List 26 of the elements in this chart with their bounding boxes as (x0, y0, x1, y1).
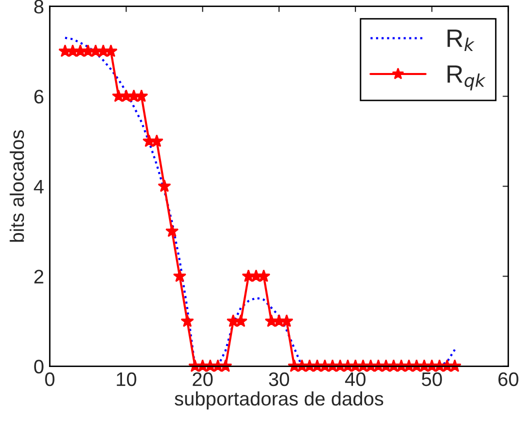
x-tick-label: 40 (345, 372, 366, 386)
y-tick-label: 8 (34, 0, 44, 14)
point (257, 269, 270, 282)
y-tick-label: 0 (34, 360, 44, 374)
x-tick-label: 30 (268, 372, 290, 386)
point (165, 224, 179, 238)
point (173, 269, 186, 282)
point (234, 314, 248, 328)
point (158, 179, 172, 192)
y-axis-title: bits alocados (10, 130, 24, 242)
x-tick-label: 20 (192, 372, 213, 386)
point (280, 314, 294, 328)
point (104, 44, 118, 58)
point (180, 314, 194, 328)
x-tick-label: 50 (422, 372, 442, 386)
x-tick-label: 60 (498, 372, 518, 386)
point (150, 134, 164, 148)
x-tick-label: 0 (45, 372, 54, 386)
point (134, 89, 148, 102)
y-tick-label: 6 (34, 90, 44, 104)
y-tick-label: 2 (34, 270, 44, 284)
x-tick-label: 10 (116, 372, 136, 386)
x-axis-title: subportadoras de dados (174, 391, 384, 410)
y-tick-label: 4 (34, 180, 44, 194)
legend-label: R$_{k}$ (448, 30, 475, 51)
legend-label: R$_{qk}$ (448, 65, 486, 90)
